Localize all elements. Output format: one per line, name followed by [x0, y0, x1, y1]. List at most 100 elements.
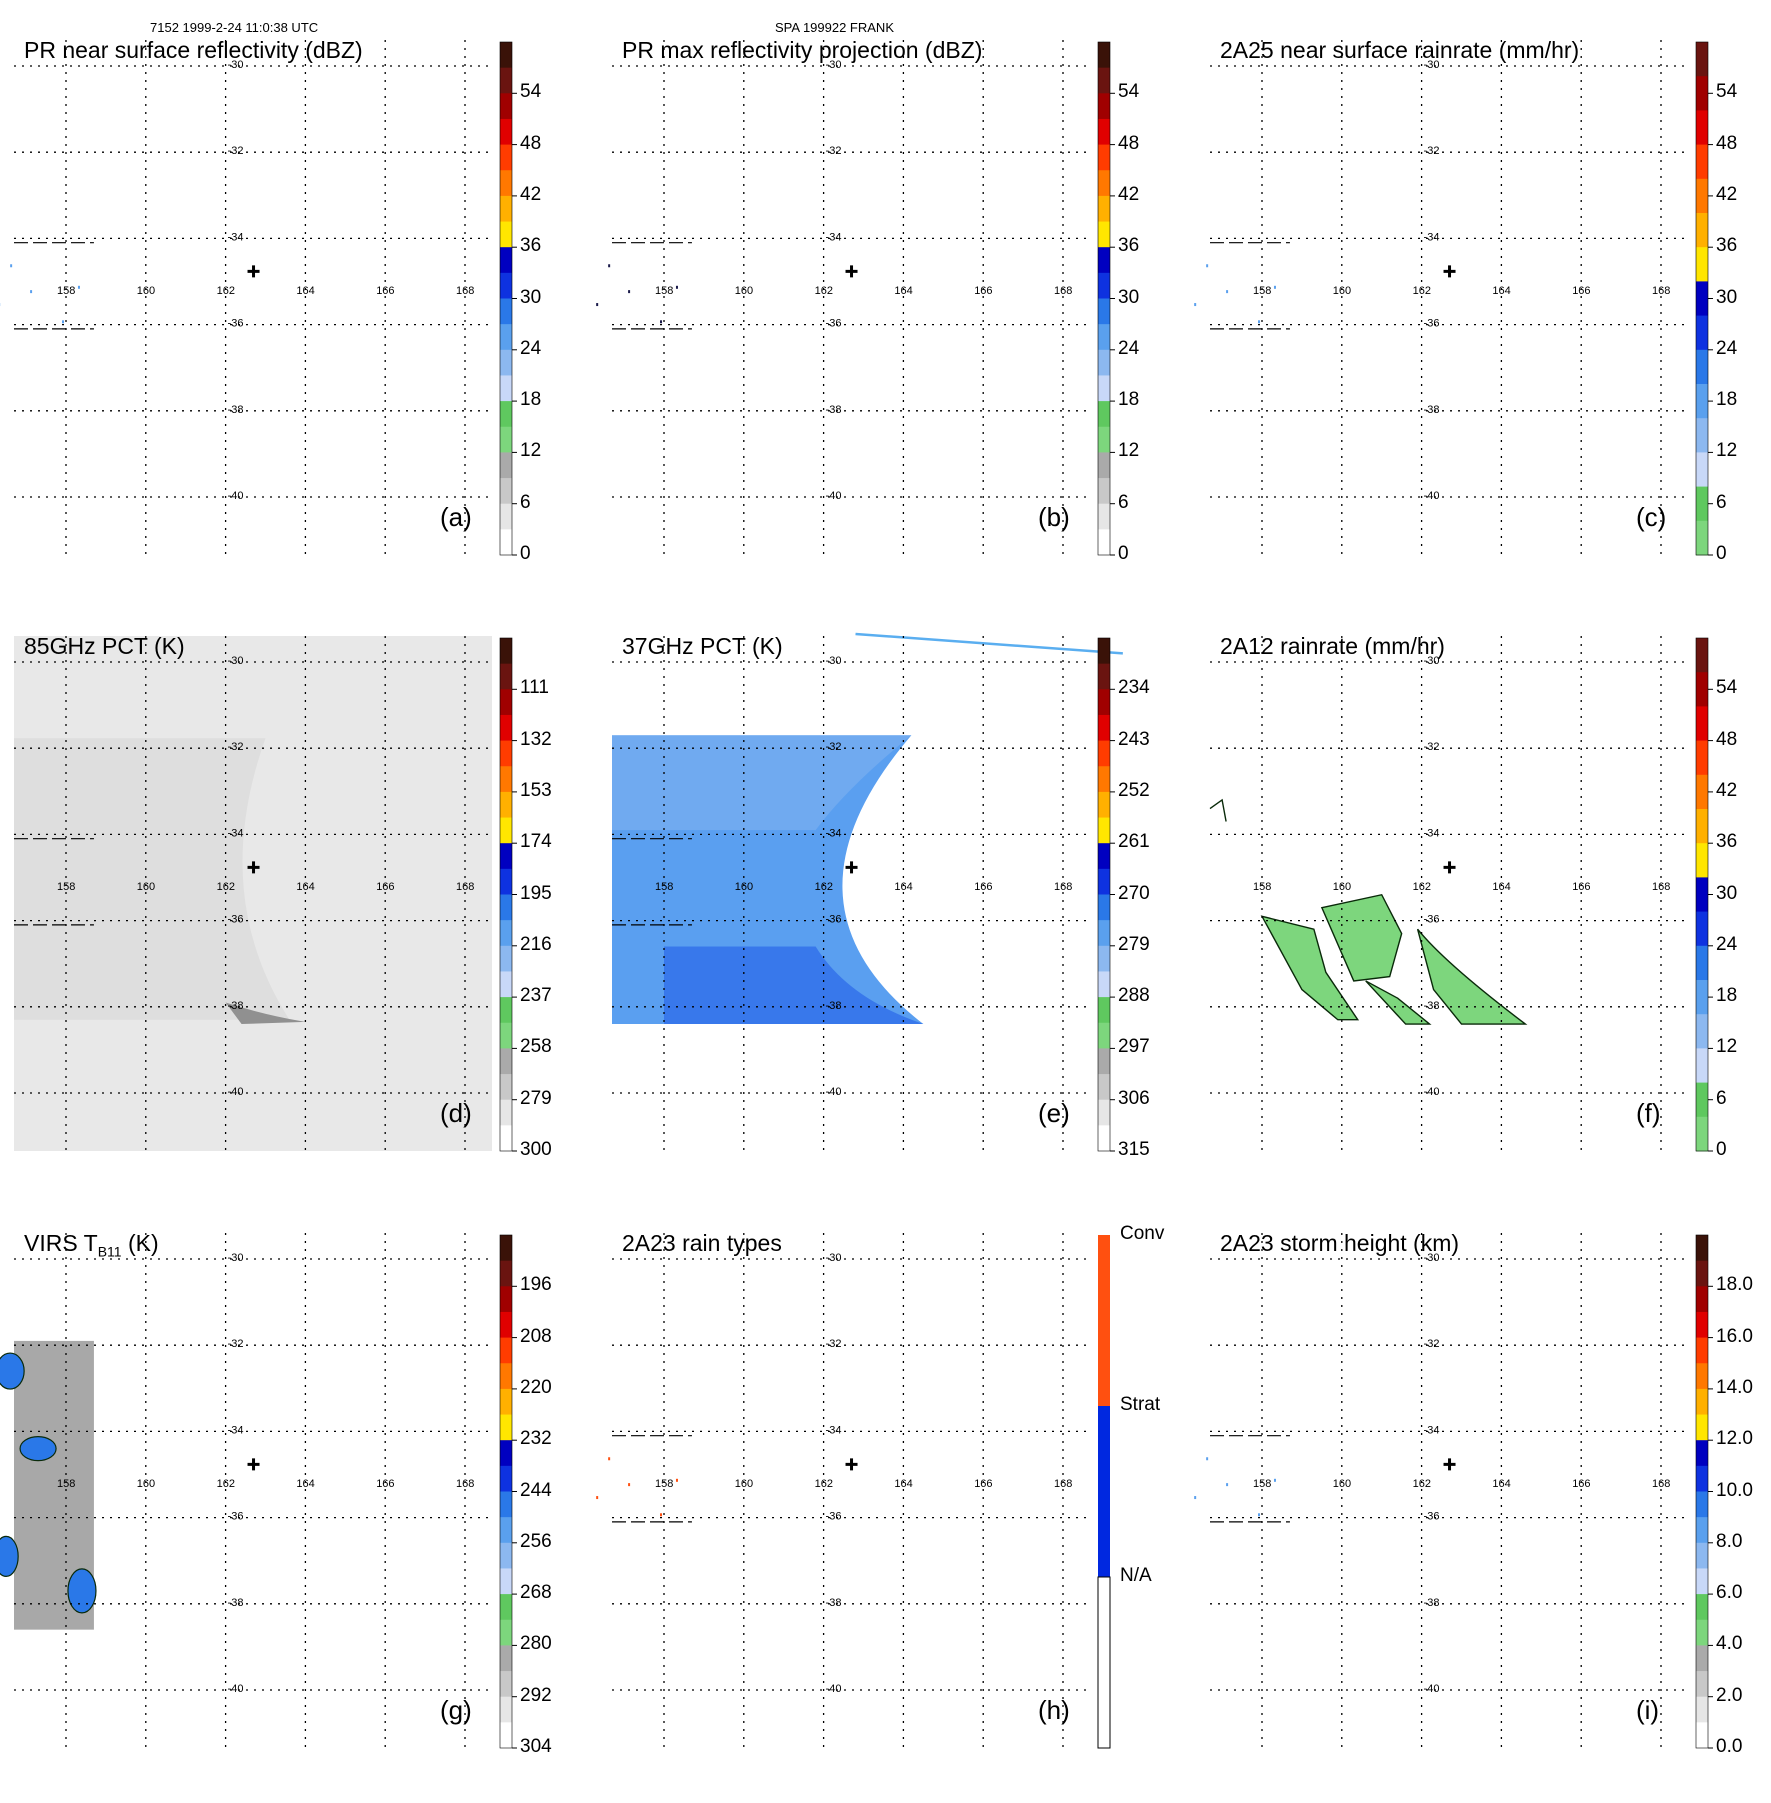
storm-center-marker [1444, 1458, 1456, 1470]
lat-label: -34 [228, 827, 244, 839]
colorbar-segment [1098, 638, 1110, 664]
colorbar-label: 18 [1716, 985, 1737, 1007]
colorbar-segment [1696, 281, 1708, 316]
echo-pixel [608, 1457, 610, 1460]
panel-letter: (h) [1038, 1695, 1070, 1726]
colorbar-label: 243 [1118, 729, 1150, 751]
colorbar-segment [500, 971, 512, 997]
lon-label: 162 [1413, 881, 1431, 893]
panel-title-units: (K) [122, 1230, 159, 1256]
colorbar-segment [500, 1125, 512, 1151]
lon-label: 160 [1333, 881, 1351, 893]
lon-label: 166 [1572, 881, 1590, 893]
lat-label: -36 [228, 1511, 244, 1523]
colorbar-segment [1098, 946, 1110, 972]
colorbar-segment [500, 247, 512, 273]
lon-label: 158 [1253, 1478, 1271, 1490]
lon-label: 164 [894, 1478, 912, 1490]
colorbar-segment [1696, 1492, 1708, 1518]
echo-pixel [78, 286, 80, 289]
lat-label: -32 [228, 1338, 244, 1350]
colorbar-label: 0 [520, 543, 531, 565]
colorbar-segment [500, 1312, 512, 1338]
colorbar-label: 220 [520, 1377, 552, 1399]
lon-label: 166 [974, 1478, 992, 1490]
panel-letter: (c) [1636, 502, 1666, 533]
colorbar-label: 42 [1118, 184, 1139, 206]
colorbar-segment [1098, 818, 1110, 844]
colorbar-label: 18 [1118, 389, 1139, 411]
colorbar-label: 42 [1716, 780, 1737, 802]
colorbar-segment [1696, 1235, 1708, 1261]
colorbar-label: 6.0 [1716, 1582, 1742, 1604]
colorbar-segment [1098, 273, 1110, 299]
lat-label: -34 [228, 1424, 244, 1436]
lon-label: 160 [1333, 1478, 1351, 1490]
panel-title-text: 37GHz PCT (K) [622, 633, 783, 659]
lon-label: 158 [655, 285, 673, 297]
colorbar-segment [1696, 1568, 1708, 1594]
colorbar-label: 244 [520, 1480, 552, 1502]
colorbar-segment [1696, 1363, 1708, 1389]
lon-label: 166 [1572, 1478, 1590, 1490]
colorbar-label: 0.0 [1716, 1736, 1742, 1758]
panel-title: 2A23 rain types [622, 1230, 782, 1257]
lon-label: 160 [137, 881, 155, 893]
colorbar-label: 14.0 [1716, 1377, 1753, 1399]
colorbar-segment [500, 1440, 512, 1466]
lon-label: 166 [376, 1478, 394, 1490]
lat-label: -36 [1424, 914, 1440, 926]
colorbar-label: 2.0 [1716, 1685, 1742, 1707]
colorbar-segment [500, 689, 512, 715]
colorbar-segment [500, 1492, 512, 1518]
colorbar-label: 30 [520, 287, 541, 309]
lon-label: 168 [456, 285, 474, 297]
colorbar-segment [500, 792, 512, 818]
colorbar-segment [1696, 1389, 1708, 1415]
panel-letter: (d) [440, 1098, 472, 1129]
lat-label: -40 [1424, 1683, 1440, 1695]
panel-title: 2A25 near surface rainrate (mm/hr) [1220, 37, 1579, 64]
colorbar-segment [1696, 1286, 1708, 1312]
colorbar-label: 208 [520, 1326, 552, 1348]
colorbar-label: 18 [1716, 389, 1737, 411]
colorbar-segment [1098, 119, 1110, 145]
colorbar-segment [1696, 1697, 1708, 1723]
colorbar-segment [1696, 706, 1708, 741]
panel-title-text: PR near surface reflectivity (dBZ) [24, 37, 363, 63]
lon-label: 158 [57, 285, 75, 297]
lon-label: 168 [1652, 881, 1670, 893]
colorbar-segment [500, 324, 512, 350]
colorbar-segment [1696, 179, 1708, 214]
colorbar-segment [500, 1048, 512, 1074]
colorbar-strat [1098, 1406, 1110, 1577]
lat-label: -38 [1424, 1000, 1440, 1012]
colorbar-segment [1696, 980, 1708, 1015]
colorbar-segment [500, 529, 512, 555]
colorbar-segment [1098, 196, 1110, 222]
lat-label: -32 [826, 145, 842, 157]
colorbar-label: 48 [1716, 133, 1737, 155]
colorbar-label: 12 [520, 440, 541, 462]
colorbar-segment [1696, 247, 1708, 282]
colorbar-segment [1098, 427, 1110, 453]
colorbar-label: 36 [1716, 235, 1737, 257]
colorbar-segment [1696, 672, 1708, 707]
colorbar-segment [1696, 1645, 1708, 1671]
colorbar-segment [1696, 1671, 1708, 1697]
colorbar-label: 30 [1118, 287, 1139, 309]
colorbar-segment [500, 1286, 512, 1312]
colorbar-label: 42 [520, 184, 541, 206]
colorbar-label: 132 [520, 729, 552, 751]
colorbar-segment [1098, 1074, 1110, 1100]
colorbar-segment [1098, 222, 1110, 248]
lon-label: 158 [1253, 881, 1271, 893]
colorbar-segment [500, 196, 512, 222]
lat-label: -34 [1424, 1424, 1440, 1436]
lat-label: -40 [228, 1683, 244, 1695]
colorbar-segment [1696, 1014, 1708, 1049]
colorbar-segment [500, 1023, 512, 1049]
colorbar-label: 261 [1118, 831, 1150, 853]
